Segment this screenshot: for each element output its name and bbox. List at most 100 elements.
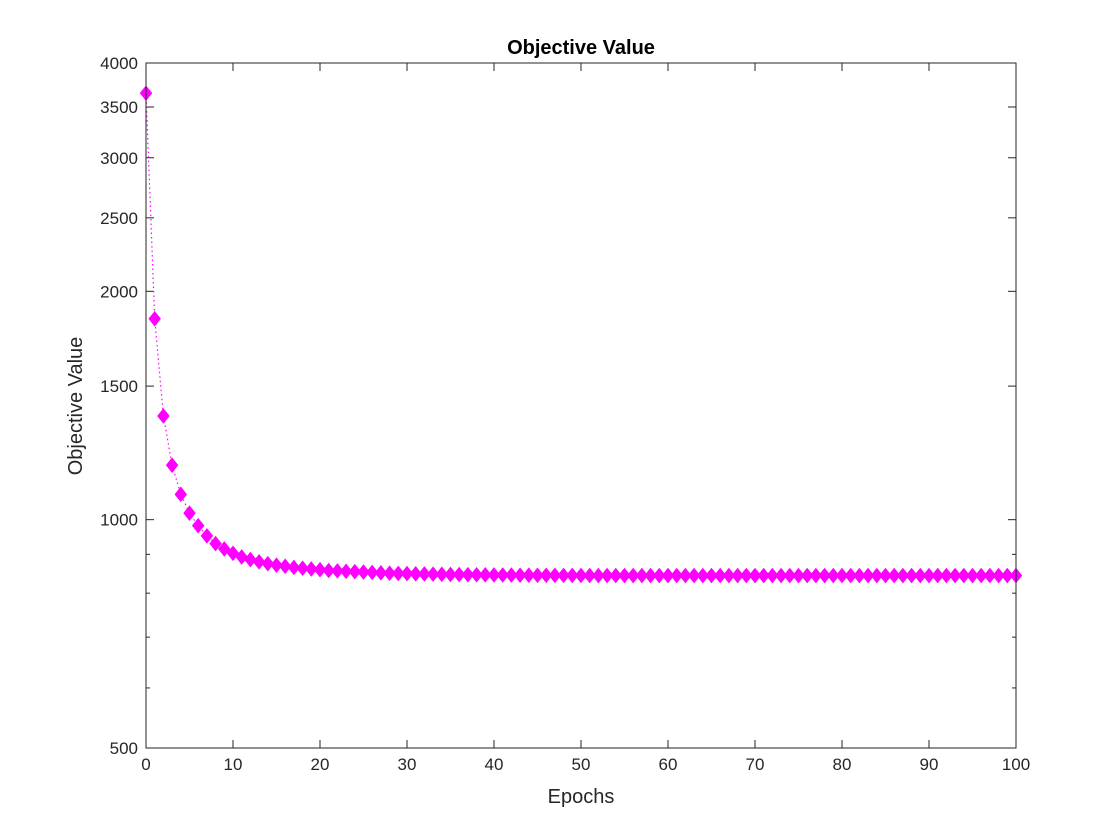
data-point-marker bbox=[957, 567, 971, 584]
axes-box bbox=[145, 62, 1017, 749]
data-point-marker bbox=[261, 555, 275, 572]
y-tick-label: 2000 bbox=[100, 282, 138, 301]
data-point-marker bbox=[244, 551, 257, 568]
data-point-marker bbox=[618, 567, 631, 584]
data-point-marker bbox=[670, 567, 683, 584]
data-point-marker bbox=[713, 567, 727, 584]
data-point-marker bbox=[887, 567, 901, 584]
data-point-marker bbox=[705, 567, 718, 584]
x-tick-label: 0 bbox=[141, 755, 150, 774]
data-point-marker bbox=[783, 567, 797, 584]
data-point-marker bbox=[305, 561, 318, 577]
data-point-marker bbox=[479, 567, 492, 583]
data-point-marker bbox=[270, 557, 283, 573]
data-point-marker bbox=[583, 567, 596, 584]
data-point-marker bbox=[426, 566, 440, 582]
data-point-marker bbox=[574, 567, 588, 584]
data-point-marker bbox=[600, 567, 614, 584]
data-point-marker bbox=[818, 567, 831, 584]
data-point-marker bbox=[661, 567, 675, 584]
y-tick-label: 3000 bbox=[100, 149, 138, 168]
data-point-marker bbox=[740, 567, 753, 584]
data-point-marker bbox=[357, 564, 370, 580]
x-axis-label: Epochs bbox=[548, 786, 615, 808]
x-tick-label: 10 bbox=[224, 755, 243, 774]
y-tick-label: 2500 bbox=[100, 209, 138, 228]
x-tick-label: 40 bbox=[485, 755, 504, 774]
data-point-marker bbox=[853, 567, 866, 584]
data-point-marker bbox=[644, 567, 657, 584]
y-tick-label: 1500 bbox=[100, 377, 138, 396]
data-point-marker bbox=[496, 567, 509, 583]
y-tick-label: 500 bbox=[110, 739, 138, 758]
data-point-marker bbox=[731, 567, 744, 584]
data-point-marker bbox=[287, 559, 301, 576]
data-point-marker bbox=[635, 567, 649, 584]
y-axis-label: Objective Value bbox=[65, 337, 87, 476]
data-point-marker bbox=[592, 567, 605, 584]
data-point-marker bbox=[470, 566, 483, 583]
data-point-marker bbox=[383, 565, 396, 582]
data-point-marker bbox=[870, 567, 884, 584]
data-point-marker bbox=[687, 567, 701, 584]
data-point-marker bbox=[331, 563, 344, 579]
data-point-marker bbox=[418, 566, 431, 582]
x-tick-label: 70 bbox=[746, 755, 765, 774]
data-point-marker bbox=[522, 567, 536, 584]
data-point-marker bbox=[191, 517, 205, 534]
data-point-marker bbox=[157, 408, 170, 424]
data-point-marker bbox=[1001, 567, 1014, 584]
data-point-marker bbox=[566, 567, 579, 584]
data-point-marker bbox=[679, 567, 692, 584]
data-point-marker bbox=[800, 567, 814, 584]
data-point-marker bbox=[209, 535, 222, 552]
data-point-marker bbox=[252, 553, 266, 570]
data-point-marker bbox=[653, 567, 666, 584]
data-point-marker bbox=[218, 541, 231, 557]
x-tick-label: 20 bbox=[311, 755, 330, 774]
x-tick-label: 90 bbox=[920, 755, 939, 774]
data-point-marker bbox=[461, 566, 475, 583]
data-point-marker bbox=[452, 566, 466, 583]
data-point-marker bbox=[861, 567, 875, 584]
series-layer bbox=[139, 85, 1023, 584]
data-point-marker bbox=[748, 567, 762, 584]
data-point-marker bbox=[896, 567, 910, 584]
y-tick-label: 4000 bbox=[100, 54, 138, 73]
data-point-marker bbox=[392, 565, 405, 582]
plot-area bbox=[146, 63, 1016, 748]
data-point-marker bbox=[914, 567, 927, 584]
data-point-marker bbox=[931, 567, 944, 584]
data-point-marker bbox=[183, 505, 196, 521]
x-tick-label: 50 bbox=[572, 755, 591, 774]
data-point-marker bbox=[696, 567, 710, 584]
data-point-marker bbox=[974, 567, 988, 584]
data-point-marker bbox=[296, 560, 309, 577]
data-point-marker bbox=[922, 567, 936, 584]
data-point-marker bbox=[948, 567, 962, 584]
data-point-marker bbox=[278, 558, 292, 575]
data-point-marker bbox=[966, 567, 979, 584]
data-point-marker bbox=[148, 311, 161, 327]
data-point-marker bbox=[983, 567, 997, 584]
data-point-marker bbox=[827, 567, 840, 584]
data-point-marker bbox=[835, 567, 849, 584]
data-point-marker bbox=[348, 563, 362, 580]
data-point-marker bbox=[844, 567, 857, 584]
data-point-marker bbox=[626, 567, 640, 584]
data-point-marker bbox=[609, 567, 623, 584]
data-point-marker bbox=[435, 566, 449, 583]
data-point-marker bbox=[165, 457, 179, 473]
data-point-marker bbox=[905, 567, 918, 584]
data-point-marker bbox=[235, 549, 248, 565]
x-tick-label: 60 bbox=[659, 755, 678, 774]
data-point-marker bbox=[322, 562, 335, 579]
x-tick-label: 100 bbox=[1002, 755, 1030, 774]
x-tick-label: 80 bbox=[833, 755, 852, 774]
axis-ticks: 0 10 20 30 40 50 60 70 80 90 100 500 1000 1500 2000 250… bbox=[100, 54, 1030, 774]
chart-title: Objective Value bbox=[507, 37, 655, 59]
data-point-marker bbox=[365, 564, 379, 581]
data-point-marker bbox=[374, 565, 388, 581]
data-point-marker bbox=[879, 567, 892, 584]
